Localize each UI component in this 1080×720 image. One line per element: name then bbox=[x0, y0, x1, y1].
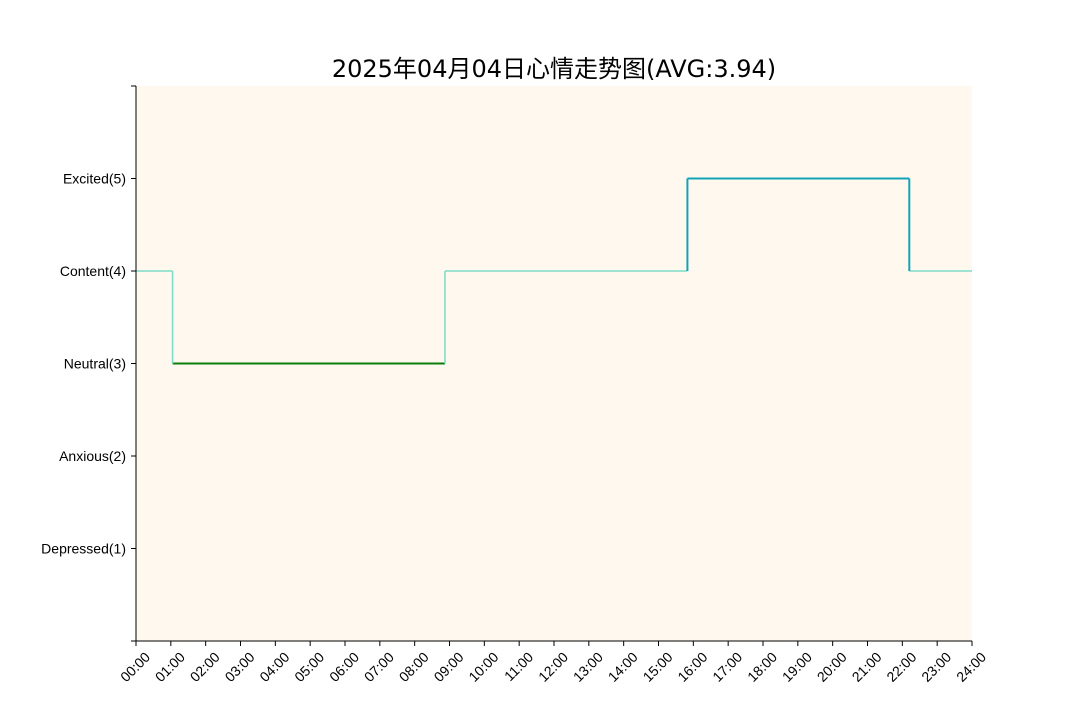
x-tick-label: 01:00 bbox=[152, 649, 188, 685]
x-tick-label: 23:00 bbox=[918, 649, 954, 685]
x-tick-label: 18:00 bbox=[744, 649, 780, 685]
x-tick-label: 10:00 bbox=[465, 649, 501, 685]
x-tick-label: 12:00 bbox=[535, 649, 571, 685]
x-tick-label: 13:00 bbox=[570, 649, 606, 685]
y-tick-label: Neutral(3) bbox=[64, 356, 126, 372]
x-tick-label: 24:00 bbox=[953, 649, 989, 685]
x-tick-label: 07:00 bbox=[361, 649, 397, 685]
x-tick-label: 15:00 bbox=[640, 649, 676, 685]
x-tick-label: 21:00 bbox=[849, 649, 885, 685]
x-tick-label: 03:00 bbox=[222, 649, 258, 685]
x-tick-label: 22:00 bbox=[883, 649, 919, 685]
x-tick-label: 04:00 bbox=[256, 649, 292, 685]
y-tick-label: Anxious(2) bbox=[59, 448, 126, 464]
x-tick-label: 11:00 bbox=[501, 649, 537, 685]
x-tick-label: 08:00 bbox=[396, 649, 432, 685]
x-tick-label: 16:00 bbox=[674, 649, 710, 685]
x-tick-label: 20:00 bbox=[814, 649, 850, 685]
x-tick-label: 19:00 bbox=[779, 649, 815, 685]
y-tick-label: Depressed(1) bbox=[41, 541, 126, 557]
y-tick-label: Content(4) bbox=[60, 263, 126, 279]
x-tick-label: 17:00 bbox=[709, 649, 745, 685]
x-tick-label: 00:00 bbox=[117, 649, 153, 685]
x-axis: 00:0001:0002:0003:0004:0005:0006:0007:00… bbox=[117, 640, 989, 685]
x-tick-label: 06:00 bbox=[326, 649, 362, 685]
y-axis: Depressed(1) Anxious(2) Neutral(3) Content(… bbox=[41, 85, 137, 642]
x-tick-label: 05:00 bbox=[291, 649, 327, 685]
x-tick-label: 09:00 bbox=[431, 649, 467, 685]
x-tick-label: 02:00 bbox=[187, 649, 223, 685]
mood-series bbox=[136, 177, 972, 365]
x-tick-label: 14:00 bbox=[605, 649, 641, 685]
y-tick-label: Excited(5) bbox=[63, 171, 126, 187]
chart-title: 2025年04月04日心情走势图(AVG:3.94) bbox=[332, 55, 776, 83]
